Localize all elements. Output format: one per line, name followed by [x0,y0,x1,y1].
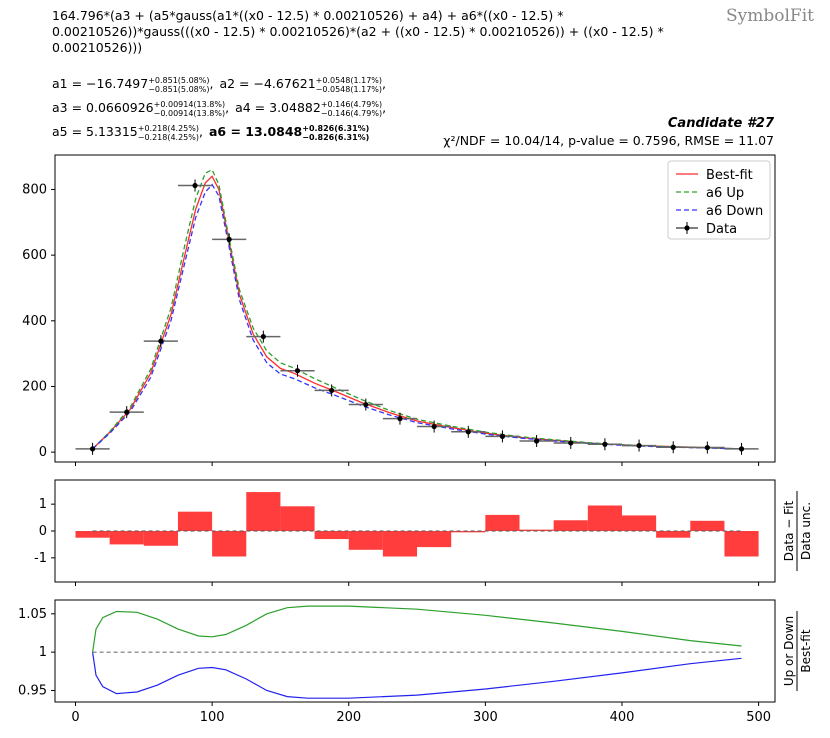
fit-formula: 164.796*(a3 + (a5*gauss(a1*((x0 - 12.5) … [52,8,664,55]
main-y-tick-label: 800 [22,182,47,197]
data-point [192,182,198,189]
legend-label: Best-fit [706,168,753,183]
data-point [602,441,608,447]
data-point [89,446,96,452]
pull-y-axis-label-top: Data − Fit [782,501,796,562]
pull-bar [451,531,486,533]
curve-a6-up [92,168,742,450]
data-point [158,338,164,344]
x-tick-label: 200 [336,710,361,725]
data-point [124,409,130,415]
data-point [294,368,301,374]
data-point [738,446,745,452]
pull-bar [519,529,554,531]
ratio-curve [92,605,742,653]
data-point [363,401,369,408]
pull-bar [280,506,315,531]
pull-bar [724,531,759,557]
x-tick-label: 100 [200,710,225,725]
x-tick-label: 300 [473,710,498,725]
parameter-a6: a6 = 13.0848 +0.826(6.31%) −0.826(6.31%) [208,123,370,142]
parameter-a3: a3 = 0.0660926 +0.00914(13.8%) −0.00914(13… [52,99,230,118]
pull-bar [177,511,213,531]
pull-bar [314,531,349,540]
pull-y-tick-label: 1 [39,497,47,512]
pull-bar [690,520,725,531]
data-point [670,444,676,450]
pull-bar [246,492,281,531]
parameter-a1: a1 = −16.7497 +0.851(5.08%) −0.851(5.08%), [52,75,214,94]
legend-label: Data [706,222,737,237]
data-point [431,423,437,430]
candidate-title: Candidate #27 [667,116,774,131]
data-point [499,433,506,439]
ratio-y-tick-label: 1.05 [18,607,47,622]
parameter-a2: a2 = −4.67621 +0.0548(1.17%) −0.0548(1.17%… [219,75,386,94]
main-plot-frame [54,154,776,463]
ratio-curve [92,652,742,699]
parameter-table: a1 = −16.7497 +0.851(5.08%) −0.851(5.08%),… [52,72,392,144]
data-point [260,333,266,340]
data-point [329,387,335,394]
pull-bar [417,531,452,548]
ratio-plot-frame [54,599,776,703]
legend-box [667,160,771,240]
parameter-a4: a4 = 3.04882 +0.146(4.79%) −0.146(4.79%), [235,99,387,118]
x-tick-label: 500 [746,710,771,725]
pull-bar [621,515,657,531]
pull-y-axis-label-bottom: Data unc. [799,502,813,560]
ratio-y-axis-label-bottom: Best-fit [799,629,813,672]
x-tick-label: 0 [71,710,79,725]
data-point [226,236,232,242]
data-point [704,444,710,451]
curve-a6-down [92,183,742,450]
x-tick-label: 400 [610,710,635,725]
main-y-tick-label: 0 [39,445,47,460]
ratio-y-axis-label-top: Up or Down [782,616,796,686]
data-point [636,442,642,449]
pull-bar [485,514,520,531]
parameter-row: a3 = 0.0660926 +0.00914(13.8%) −0.00914(13… [52,96,392,120]
parameter-row: a5 = 5.13315 +0.218(4.25%) −0.218(4.25%), a… [52,120,392,144]
fit-statistics: χ²/NDF = 10.04/14, p-value = 0.7596, RMS… [443,133,774,148]
pull-bar [75,531,110,538]
legend-label: a6 Down [706,204,763,219]
main-y-tick-label: 200 [22,379,47,394]
ratio-y-tick-label: 1 [39,645,47,660]
pull-bar [109,531,144,545]
pull-bar [143,531,178,546]
pull-bar [382,531,418,557]
pull-y-tick-label: -1 [34,551,47,566]
pull-bar [656,531,691,538]
legend-label: a6 Up [706,186,744,201]
main-y-tick-label: 400 [22,314,47,329]
pull-bar [348,531,383,550]
ratio-y-tick-label: 0.95 [18,683,47,698]
symbolfit-watermark: SymbolFit [726,6,814,26]
pull-y-tick-label: 0 [39,524,47,539]
pull-bar [553,520,588,531]
data-point [465,429,471,435]
main-y-tick-label: 600 [22,248,47,263]
data-point [568,440,574,446]
parameter-row: a1 = −16.7497 +0.851(5.08%) −0.851(5.08%),… [52,72,392,96]
curve-best-fit [92,175,742,450]
legend-marker-data-dot [684,225,690,231]
pull-bar [212,531,247,557]
pull-bar [587,505,622,531]
data-point [533,438,540,444]
data-point [397,416,403,422]
parameter-a5: a5 = 5.13315 +0.218(4.25%) −0.218(4.25%), [52,123,203,142]
